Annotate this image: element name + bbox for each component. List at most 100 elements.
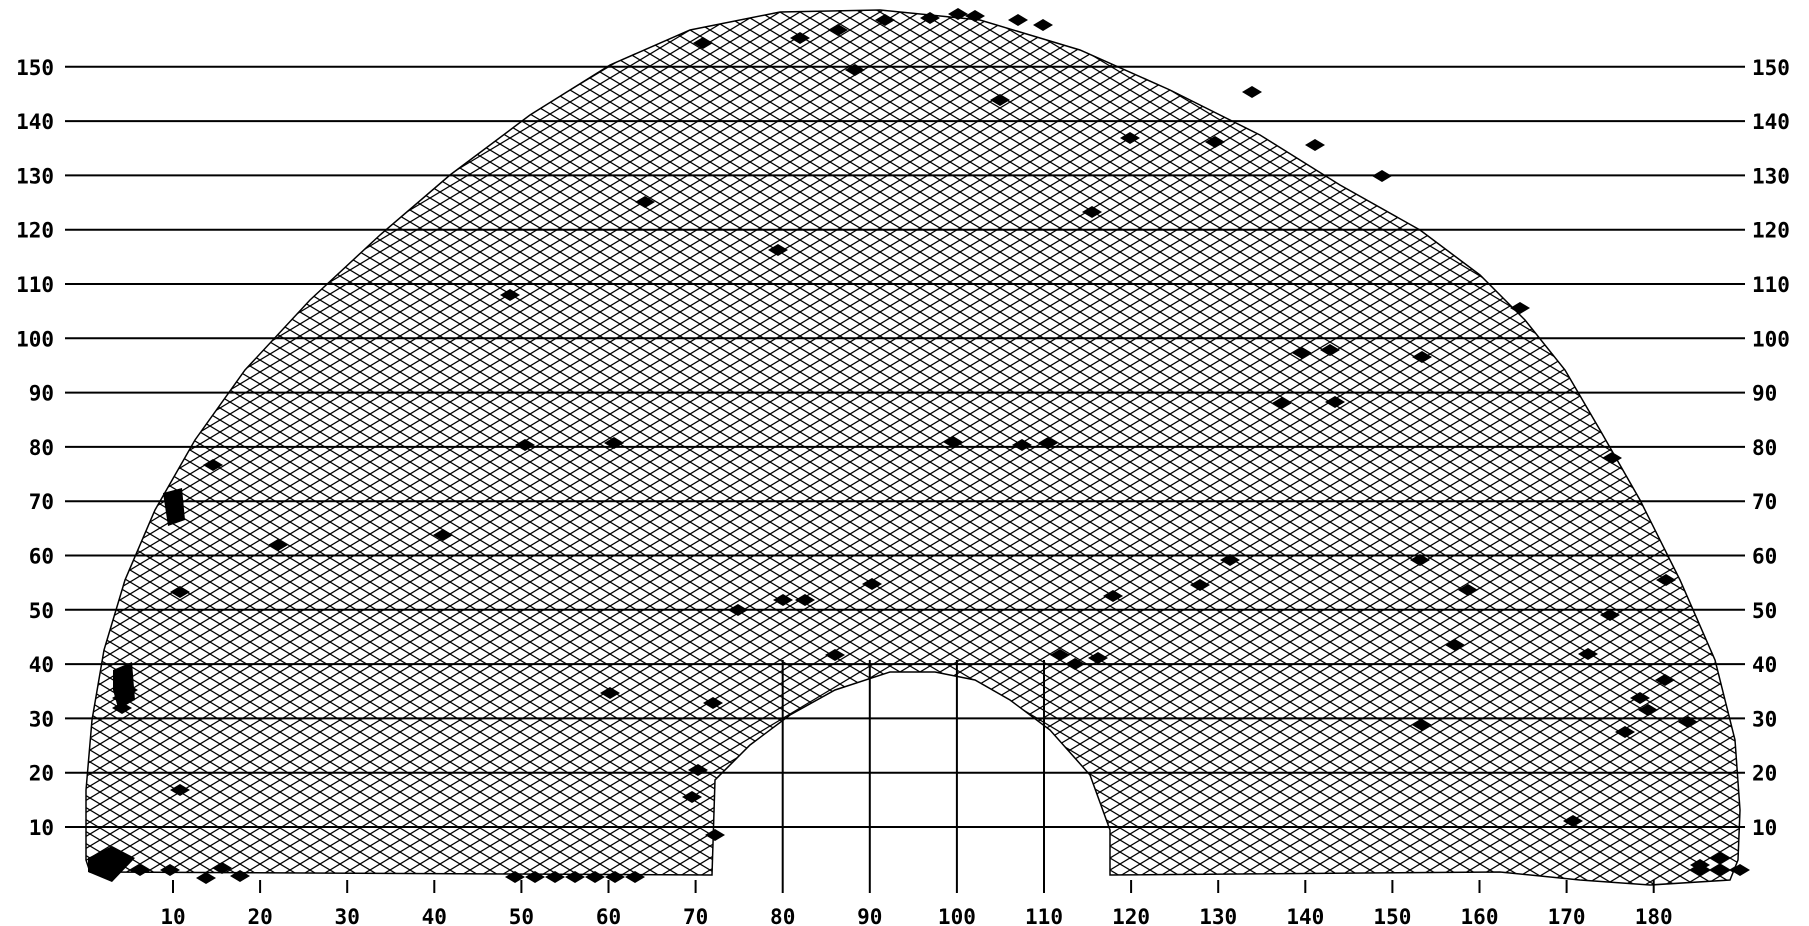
filled-cell: [170, 784, 190, 796]
filled-cell: [565, 871, 585, 883]
filled-cell: [1190, 579, 1210, 591]
y-tick-label-right: 20: [1752, 762, 1777, 786]
filled-cell-cluster: [163, 488, 185, 526]
filled-cell: [1088, 652, 1108, 664]
filled-cell: [1272, 397, 1292, 409]
filled-cell: [1410, 554, 1430, 566]
filled-cell: [1678, 716, 1698, 728]
y-tick-label-left: 130: [16, 164, 54, 188]
filled-cell: [500, 289, 520, 301]
filled-cell: [625, 871, 645, 883]
filled-cell: [1458, 584, 1478, 596]
y-tick-label-left: 80: [29, 436, 54, 460]
y-tick-label-left: 70: [29, 490, 54, 514]
y-tick-label-left: 150: [16, 56, 54, 80]
filled-cell: [828, 24, 848, 36]
filled-cell: [600, 687, 620, 699]
x-tick-label: 160: [1461, 905, 1499, 926]
y-tick-label-right: 150: [1752, 56, 1790, 80]
filled-cell: [160, 864, 180, 876]
y-tick-label-right: 80: [1752, 436, 1777, 460]
filled-cell: [703, 697, 723, 709]
filled-cell: [545, 871, 565, 883]
y-tick-label-right: 120: [1752, 219, 1790, 243]
filled-cell: [1242, 86, 1262, 98]
filled-cell: [1033, 19, 1053, 31]
y-tick-label-right: 60: [1752, 545, 1777, 569]
filled-cell: [604, 437, 624, 449]
y-tick-label-left: 120: [16, 219, 54, 243]
filled-cell: [845, 64, 865, 76]
y-tick-label-right: 110: [1752, 273, 1790, 297]
filled-cell: [1120, 132, 1140, 144]
y-tick-label-right: 140: [1752, 110, 1790, 134]
filled-cell: [825, 649, 845, 661]
filled-cell: [790, 32, 810, 44]
filled-cell: [1205, 136, 1225, 148]
filled-cell: [1710, 864, 1730, 876]
filled-cell: [1220, 554, 1240, 566]
y-tick-label-left: 10: [29, 816, 54, 840]
filled-cell: [1638, 704, 1658, 716]
filled-cell: [1305, 139, 1325, 151]
filled-cell: [1710, 852, 1730, 864]
dark-cells: [88, 8, 1750, 884]
filled-cell: [203, 459, 223, 471]
y-tick-label-right: 40: [1752, 653, 1777, 677]
y-tick-label-left: 110: [16, 273, 54, 297]
filled-cell: [1578, 648, 1598, 660]
filled-cell: [1320, 344, 1340, 356]
x-tick-label: 100: [938, 905, 976, 926]
x-tick-label: 20: [247, 905, 272, 926]
filled-cell: [130, 864, 150, 876]
filled-cell: [196, 872, 216, 884]
x-tick-label: 140: [1286, 905, 1324, 926]
filled-cell: [920, 12, 940, 24]
filled-cell: [1630, 692, 1650, 704]
y-tick-label-right: 10: [1752, 816, 1777, 840]
filled-cell: [1730, 864, 1750, 876]
filled-cell-cluster: [113, 662, 135, 708]
filled-cell: [1412, 351, 1432, 363]
filled-cell: [505, 871, 525, 883]
y-tick-label-left: 40: [29, 653, 54, 677]
y-tick-label-left: 20: [29, 762, 54, 786]
filled-cell: [688, 764, 708, 776]
x-tick-label: 80: [770, 905, 795, 926]
filled-cell: [1690, 859, 1710, 871]
x-tick-label: 60: [596, 905, 621, 926]
filled-cell: [170, 586, 190, 598]
y-tick-label-right: 130: [1752, 164, 1790, 188]
filled-cell: [948, 8, 968, 20]
filled-cell: [1065, 658, 1085, 670]
x-tick-label: 10: [160, 905, 185, 926]
filled-cell: [515, 439, 535, 451]
filled-cell: [433, 529, 453, 541]
filled-cell: [1012, 439, 1032, 451]
y-tick-label-right: 90: [1752, 382, 1777, 406]
filled-cell: [635, 196, 655, 208]
x-tick-label: 130: [1199, 905, 1237, 926]
filled-cell: [605, 871, 625, 883]
x-tick-label: 180: [1635, 905, 1673, 926]
filled-cell: [1103, 590, 1123, 602]
y-tick-label-left: 140: [16, 110, 54, 134]
y-tick-label-right: 70: [1752, 490, 1777, 514]
x-axis-tick-labels: 10 20 30 40 50 60 70 80 90 100 110 120 130 140 150 160 1…: [160, 880, 1673, 926]
x-tick-label: 170: [1548, 905, 1586, 926]
filled-cell: [1292, 347, 1312, 359]
lattice-region: [85, 9, 1741, 886]
filled-cell: [862, 578, 882, 590]
filled-cell: [1600, 609, 1620, 621]
filled-cell: [1445, 639, 1465, 651]
y-tick-label-right: 100: [1752, 327, 1790, 351]
filled-cell: [943, 436, 963, 448]
filled-cell: [990, 94, 1010, 106]
filled-cell: [112, 702, 132, 714]
y-tick-label-left: 60: [29, 545, 54, 569]
filled-cell: [795, 594, 815, 606]
filled-cell: [1655, 674, 1675, 686]
filled-cell: [1563, 815, 1583, 827]
filled-cell: [773, 594, 793, 606]
